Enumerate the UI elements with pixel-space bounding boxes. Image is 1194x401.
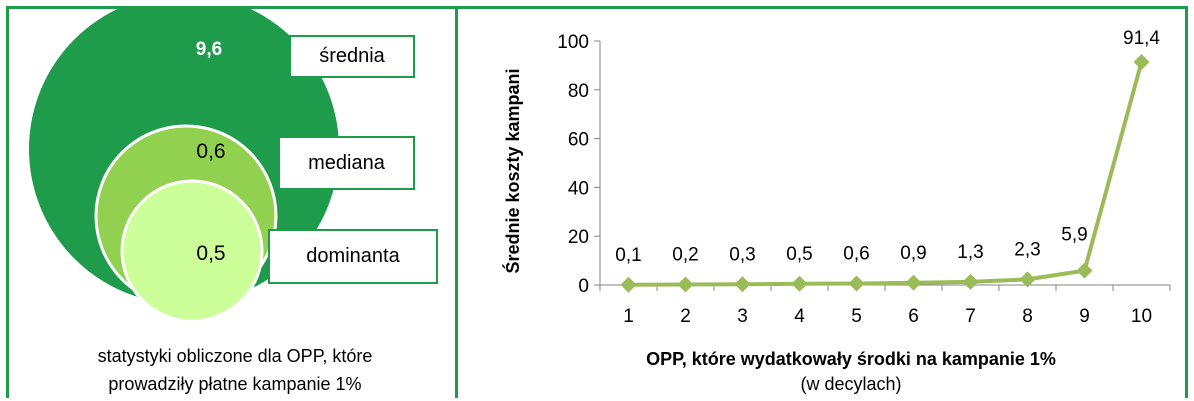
data-point (734, 276, 751, 293)
data-label: 0,9 (900, 243, 926, 264)
mediana-label-box: mediana (278, 136, 415, 190)
caption-line-1: statystyki obliczone dla OPP, które (97, 346, 373, 366)
y-axis-title: Średnie koszty kampani (502, 68, 523, 273)
x-axis-subtitle: (w decylach) (800, 374, 901, 394)
data-label: 91,4 (1123, 28, 1160, 49)
concentric-circles (29, 9, 339, 323)
x-tick-label: 7 (965, 306, 976, 327)
data-point (1019, 271, 1036, 288)
data-point (1133, 53, 1150, 70)
line-chart: 0 20 40 60 80 100 1 2 3 4 5 6 7 8 9 10 0,1 0,2 0,3 0,5 0,6 0… (502, 28, 1171, 394)
data-point (677, 276, 694, 293)
data-label: 0,5 (786, 244, 812, 265)
data-label: 5,9 (1061, 225, 1087, 246)
x-tick-label: 5 (851, 306, 862, 327)
y-tick-label: 20 (568, 227, 589, 248)
dominanta-label-box: dominanta (268, 229, 438, 284)
chart-panel: 0 20 40 60 80 100 1 2 3 4 5 6 7 8 9 10 0,1 0,2 0,3 0,5 0,6 0… (455, 6, 1188, 398)
x-tick-label: 10 (1131, 306, 1152, 327)
data-point (620, 276, 637, 293)
data-label: 2,3 (1014, 239, 1040, 260)
data-label: 1,3 (957, 242, 983, 263)
data-point (791, 275, 808, 292)
data-point (848, 275, 865, 292)
dominanta-value: 0,5 (196, 242, 226, 265)
data-point (1076, 262, 1093, 279)
data-label: 0,1 (615, 245, 641, 266)
x-axis-title: OPP, które wydatkowały środki na kampani… (646, 349, 1056, 369)
x-tick-label: 2 (680, 306, 691, 327)
data-label: 0,2 (672, 245, 698, 266)
srednia-label-box: średnia (289, 35, 415, 78)
srednia-value: 9,6 (195, 39, 223, 60)
x-tick-label: 4 (794, 306, 805, 327)
y-tick-label: 40 (568, 178, 589, 199)
x-tick-label: 8 (1022, 306, 1033, 327)
title-strip (0, 0, 1194, 6)
mediana-value: 0,6 (196, 140, 226, 163)
y-tick-label: 60 (568, 130, 589, 151)
x-tick-label: 1 (623, 306, 634, 327)
x-tick-label: 6 (908, 306, 919, 327)
circle-dominanta (120, 179, 264, 323)
data-label: 0,6 (843, 244, 869, 265)
caption-line-2: prowadziły płatne kampanie 1% (108, 374, 362, 394)
series-line (628, 61, 1144, 287)
data-point (962, 273, 979, 290)
statistics-panel: 9,6 0,6 0,5 średnia mediana dominanta st… (6, 6, 458, 398)
data-point (905, 274, 922, 291)
y-tick-label: 0 (578, 276, 589, 297)
y-tick-label: 100 (557, 32, 589, 53)
y-tick-label: 80 (568, 81, 589, 102)
x-tick-label: 3 (737, 306, 748, 327)
data-label: 0,3 (729, 244, 755, 265)
x-tick-label: 9 (1079, 306, 1090, 327)
